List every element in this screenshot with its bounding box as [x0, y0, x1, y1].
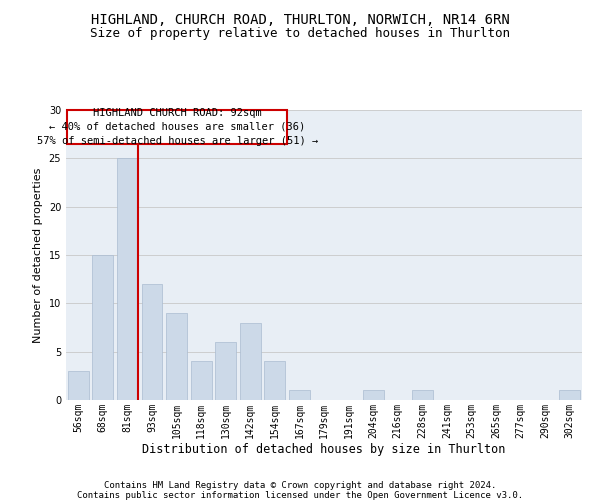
Text: Size of property relative to detached houses in Thurlton: Size of property relative to detached ho…	[90, 28, 510, 40]
Bar	[117, 158, 138, 400]
Bar	[289, 390, 310, 400]
Bar	[559, 390, 580, 400]
Bar	[142, 284, 163, 400]
Bar	[67, 110, 287, 144]
Bar	[92, 255, 113, 400]
Y-axis label: Number of detached properties: Number of detached properties	[33, 168, 43, 342]
Bar	[191, 362, 212, 400]
Bar	[215, 342, 236, 400]
Bar	[240, 322, 261, 400]
Bar	[412, 390, 433, 400]
Text: HIGHLAND CHURCH ROAD: 92sqm
← 40% of detached houses are smaller (36)
57% of sem: HIGHLAND CHURCH ROAD: 92sqm ← 40% of det…	[37, 108, 318, 146]
Bar	[362, 390, 383, 400]
Bar	[68, 371, 89, 400]
Bar	[265, 362, 286, 400]
Bar	[166, 313, 187, 400]
Text: Contains HM Land Registry data © Crown copyright and database right 2024.: Contains HM Land Registry data © Crown c…	[104, 481, 496, 490]
Text: Contains public sector information licensed under the Open Government Licence v3: Contains public sector information licen…	[77, 491, 523, 500]
Text: Distribution of detached houses by size in Thurlton: Distribution of detached houses by size …	[142, 442, 506, 456]
Text: HIGHLAND, CHURCH ROAD, THURLTON, NORWICH, NR14 6RN: HIGHLAND, CHURCH ROAD, THURLTON, NORWICH…	[91, 12, 509, 26]
